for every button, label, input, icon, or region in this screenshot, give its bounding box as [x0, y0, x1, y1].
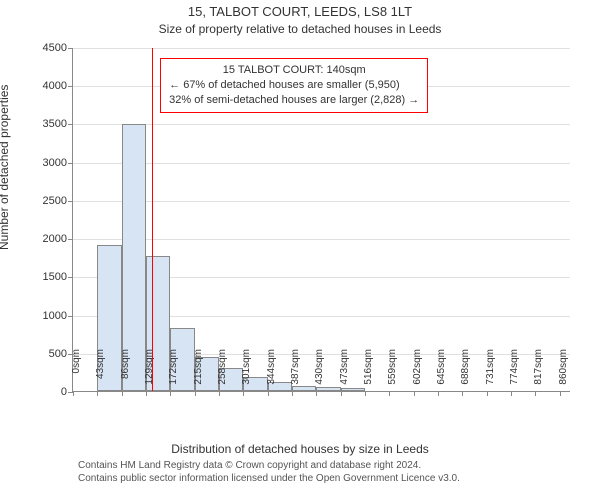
ytick-label: 500 — [27, 348, 73, 360]
gridline-h — [73, 124, 570, 125]
footer-line-1: Contains HM Land Registry data © Crown c… — [78, 460, 460, 473]
annotation-line-1: 15 TALBOT COURT: 140sqm — [169, 63, 419, 78]
xtick-label: 817sqm — [533, 349, 544, 399]
xtick-label: 344sqm — [266, 349, 277, 399]
xtick-label: 215sqm — [193, 349, 204, 399]
gridline-h — [73, 239, 570, 240]
ytick-label: 2500 — [27, 195, 73, 207]
xtick-label: 43sqm — [95, 349, 106, 399]
xtick-label: 473sqm — [339, 349, 350, 399]
xtick-label: 559sqm — [387, 349, 398, 399]
xtick-label: 516sqm — [363, 349, 374, 399]
gridline-h — [73, 201, 570, 202]
ytick-label: 3500 — [27, 118, 73, 130]
xtick-label: 774sqm — [509, 349, 520, 399]
ytick-label: 1500 — [27, 271, 73, 283]
gridline-h — [73, 163, 570, 164]
xtick-label: 258sqm — [217, 349, 228, 399]
ytick-label: 0 — [27, 386, 73, 398]
xtick-label: 301sqm — [241, 349, 252, 399]
xtick-label: 688sqm — [460, 349, 471, 399]
xtick-label: 172sqm — [168, 349, 179, 399]
plot-area: 0500100015002000250030003500400045000sqm… — [72, 48, 570, 392]
gridline-h — [73, 48, 570, 49]
xtick-label: 430sqm — [314, 349, 325, 399]
xtick-label: 860sqm — [558, 349, 569, 399]
annotation-line-2: ← 67% of detached houses are smaller (5,… — [169, 78, 419, 93]
xtick-label: 129sqm — [144, 349, 155, 399]
ytick-label: 2000 — [27, 233, 73, 245]
xtick-label: 0sqm — [71, 349, 82, 399]
ytick-label: 3000 — [27, 157, 73, 169]
ytick-label: 1000 — [27, 310, 73, 322]
y-axis-label: Number of detached properties — [0, 85, 11, 250]
ytick-label: 4000 — [27, 80, 73, 92]
x-axis-label: Distribution of detached houses by size … — [0, 442, 600, 456]
reference-line — [152, 48, 153, 391]
xtick-label: 86sqm — [120, 349, 131, 399]
annotation-box: 15 TALBOT COURT: 140sqm← 67% of detached… — [160, 58, 428, 113]
chart-title: 15, TALBOT COURT, LEEDS, LS8 1LT — [0, 4, 600, 19]
footer-line-2: Contains public sector information licen… — [78, 473, 460, 486]
footer: Contains HM Land Registry data © Crown c… — [78, 460, 460, 485]
chart-subtitle: Size of property relative to detached ho… — [0, 22, 600, 36]
xtick-label: 602sqm — [412, 349, 423, 399]
annotation-line-3: 32% of semi-detached houses are larger (… — [169, 93, 419, 108]
ytick-label: 4500 — [27, 42, 73, 54]
xtick-label: 387sqm — [290, 349, 301, 399]
xtick-label: 731sqm — [485, 349, 496, 399]
chart-root: 15, TALBOT COURT, LEEDS, LS8 1LT Size of… — [0, 0, 600, 500]
xtick-label: 645sqm — [436, 349, 447, 399]
